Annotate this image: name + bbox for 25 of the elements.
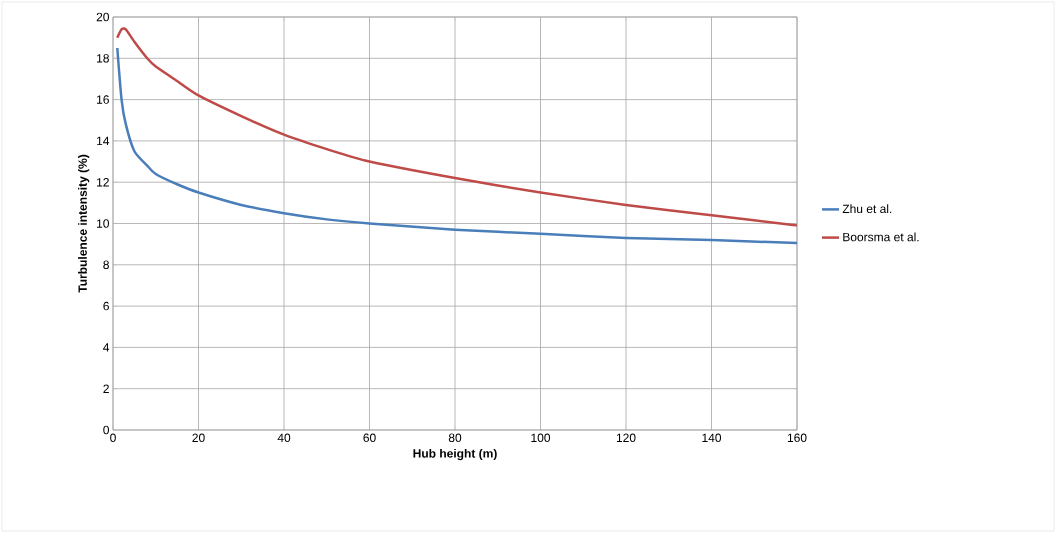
y-tick-label: 2 xyxy=(103,384,109,393)
legend-label: Zhu et al. xyxy=(842,204,892,214)
legend-label: Boorsma et al. xyxy=(843,232,919,242)
y-tick-label: 10 xyxy=(97,219,110,228)
y-tick-label: 18 xyxy=(97,54,109,63)
y-tick-label: 20 xyxy=(96,12,110,22)
x-axis-title: Hub height (m) xyxy=(413,448,497,461)
y-tick-label: 12 xyxy=(97,178,109,187)
x-tick-label: 120 xyxy=(616,433,636,443)
x-tick-label: 60 xyxy=(363,433,376,443)
x-tick-label: 40 xyxy=(277,433,291,443)
x-tick-label: 140 xyxy=(702,433,722,443)
y-tick-label: 14 xyxy=(97,136,110,146)
y-tick-label: 16 xyxy=(97,95,109,104)
line-series xyxy=(116,46,798,245)
y-tick-label: 6 xyxy=(103,301,109,311)
y-tick-label: 4 xyxy=(103,343,110,352)
y-axis-title: Turbulence intensity (%) xyxy=(78,154,90,293)
x-tick-label: 100 xyxy=(531,433,551,443)
line-series xyxy=(116,28,798,227)
y-tick-label: 8 xyxy=(103,260,109,270)
y-tick-label: 0 xyxy=(103,425,110,435)
x-tick-label: 80 xyxy=(448,433,462,443)
x-tick-label: 20 xyxy=(192,433,205,443)
x-tick-label: 160 xyxy=(787,433,807,443)
